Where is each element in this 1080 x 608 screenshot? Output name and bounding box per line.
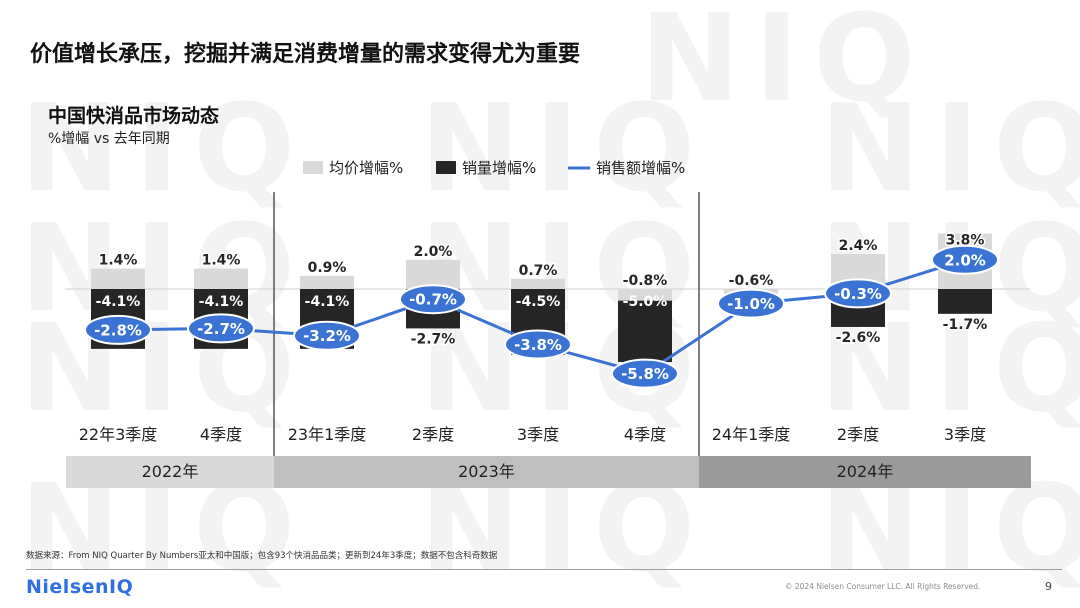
period-label: 2022年: [142, 462, 199, 481]
value-label: -2.7%: [197, 320, 245, 338]
period-band: [274, 456, 699, 488]
volume-value-label: -4.5%: [516, 294, 561, 310]
value-marker: [824, 278, 892, 309]
source-note: 数据来源：From NIQ Quarter By Numbers亚太和中国版；包…: [26, 551, 498, 561]
volume-value-label: -1.7%: [943, 317, 988, 333]
period-label: 2024年: [837, 462, 894, 481]
period-label: 2023年: [458, 462, 515, 481]
value-label: -2.8%: [94, 321, 142, 339]
category-label: 4季度: [200, 425, 242, 444]
chart-title: 中国快消品市场动态: [48, 105, 220, 127]
volume-value-label: -2.6%: [836, 330, 881, 346]
value-marker: [293, 320, 361, 351]
price-bar: [194, 268, 248, 289]
price-bar: [300, 275, 354, 289]
category-label: 23年1季度: [288, 425, 367, 444]
value-marker: [84, 314, 152, 345]
volume-bar: [938, 289, 992, 314]
footer-divider: [26, 569, 1062, 570]
category-label: 22年3季度: [79, 425, 158, 444]
value-marker: [399, 284, 467, 315]
legend-volume-swatch: [436, 161, 456, 174]
value-marker: [504, 329, 572, 360]
page-number: 9: [1045, 580, 1052, 593]
value-label: -0.3%: [834, 285, 882, 303]
nielseniq-logo: NielsenIQ: [26, 576, 134, 598]
copyright-text: © 2024 Nielsen Consumer LLC. All Rights …: [785, 582, 981, 591]
volume-value-label: -4.1%: [305, 294, 350, 310]
value-marker: [931, 244, 999, 275]
volume-bar: [618, 289, 672, 362]
page-title: 价值增长承压，挖掘并满足消费增量的需求变得尤为重要: [30, 42, 581, 67]
period-band: [699, 456, 1031, 488]
price-bar: [406, 259, 460, 289]
category-label: 3季度: [517, 425, 559, 444]
volume-value-label: -4.1%: [96, 294, 141, 310]
price-value-label: 0.9%: [308, 260, 347, 276]
volume-value-label: -4.1%: [199, 294, 244, 310]
category-label: 24年1季度: [712, 425, 791, 444]
price-value-label: -0.8%: [623, 273, 668, 289]
legend-price-label: 均价增幅%: [329, 159, 403, 177]
category-label: 3季度: [944, 425, 986, 444]
volume-value-label: -5.0%: [623, 294, 668, 310]
category-label: 2季度: [412, 425, 454, 444]
legend-price-swatch: [303, 161, 323, 174]
value-marker: [187, 313, 255, 344]
volume-value-label: -2.7%: [411, 331, 456, 347]
chart-subtitle: %增幅 vs 去年同期: [48, 131, 170, 147]
value-label: -1.0%: [727, 295, 775, 313]
period-band: [66, 456, 274, 488]
category-label: 4季度: [624, 425, 666, 444]
value-label: -3.8%: [514, 336, 562, 354]
value-marker: [611, 358, 679, 389]
price-value-label: 2.0%: [414, 244, 453, 260]
value-label: -5.8%: [621, 365, 669, 383]
price-value-label: -0.6%: [729, 273, 774, 289]
value-marker: [717, 288, 785, 319]
price-bar: [618, 289, 672, 301]
price-value-label: 1.4%: [99, 253, 138, 269]
price-value-label: 1.4%: [202, 253, 241, 269]
value-label: 2.0%: [944, 251, 986, 269]
value-label: -3.2%: [303, 327, 351, 345]
legend-value-label: 销售额增幅%: [596, 159, 685, 177]
legend-volume-label: 销量增幅%: [462, 159, 536, 177]
price-value-label: 3.8%: [946, 233, 985, 249]
price-bar: [511, 278, 565, 289]
value-label: -0.7%: [409, 291, 457, 309]
price-value-label: 2.4%: [839, 238, 878, 254]
price-bar: [91, 268, 145, 289]
category-label: 2季度: [837, 425, 879, 444]
price-value-label: 0.7%: [519, 263, 558, 279]
